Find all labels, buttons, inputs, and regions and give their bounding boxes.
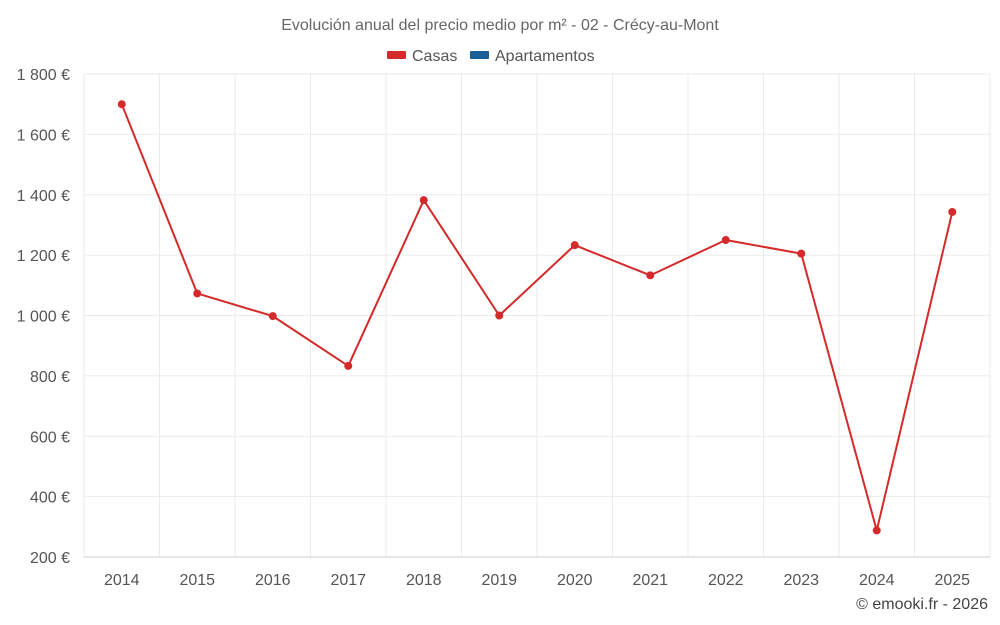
x-tick-label: 2017 (330, 572, 366, 589)
data-point[interactable] (646, 271, 655, 280)
chart-title: Evolución anual del precio medio por m² … (281, 17, 719, 34)
x-tick-label: 2014 (104, 572, 140, 589)
x-tick-label: 2015 (179, 572, 215, 589)
x-tick-label: 2021 (632, 572, 668, 589)
data-point[interactable] (948, 207, 957, 216)
data-point[interactable] (268, 312, 277, 321)
x-tick-label: 2024 (859, 572, 895, 589)
x-tick-label: 2019 (481, 572, 517, 589)
y-tick-label: 200 € (30, 550, 70, 567)
legend-swatch[interactable] (470, 51, 489, 59)
x-tick-label: 2025 (934, 572, 970, 589)
x-axis-labels: 2014 2015 2016 2017 2018 2019 2020 2021 2022 2023… (104, 572, 970, 589)
y-tick-label: 1 800 € (17, 67, 70, 84)
y-tick-label: 800 € (30, 369, 70, 386)
data-point[interactable] (419, 196, 428, 205)
data-point[interactable] (570, 241, 579, 250)
series-group (117, 100, 957, 535)
series-line-casas (120, 103, 954, 532)
legend-label[interactable]: Casas (412, 48, 457, 65)
legend: Casas Apartamentos (387, 48, 595, 65)
x-tick-label: 2016 (255, 572, 291, 589)
credit-text: © emooki.fr - 2026 (856, 596, 988, 613)
y-axis-labels: 200 € 400 € 600 € 800 € 1 000 € 1 200 € 1 400 … (17, 67, 70, 567)
x-tick-label: 2023 (783, 572, 819, 589)
y-tick-label: 1 000 € (17, 309, 70, 326)
y-tick-label: 400 € (30, 490, 70, 507)
data-point[interactable] (344, 361, 353, 370)
x-tick-label: 2018 (406, 572, 442, 589)
x-tick-label: 2020 (557, 572, 593, 589)
y-tick-label: 1 200 € (17, 248, 70, 265)
x-tick-label: 2022 (708, 572, 744, 589)
y-tick-label: 1 400 € (17, 188, 70, 205)
data-point[interactable] (117, 100, 126, 109)
legend-label[interactable]: Apartamentos (495, 48, 595, 65)
data-point[interactable] (193, 289, 202, 298)
data-point[interactable] (797, 249, 806, 258)
data-point[interactable] (495, 311, 504, 320)
data-point[interactable] (872, 526, 881, 535)
legend-swatch[interactable] (387, 51, 406, 59)
x-gridlines (83, 74, 991, 557)
y-tick-label: 600 € (30, 429, 70, 446)
y-tick-label: 1 600 € (17, 127, 70, 144)
data-point[interactable] (721, 236, 730, 245)
